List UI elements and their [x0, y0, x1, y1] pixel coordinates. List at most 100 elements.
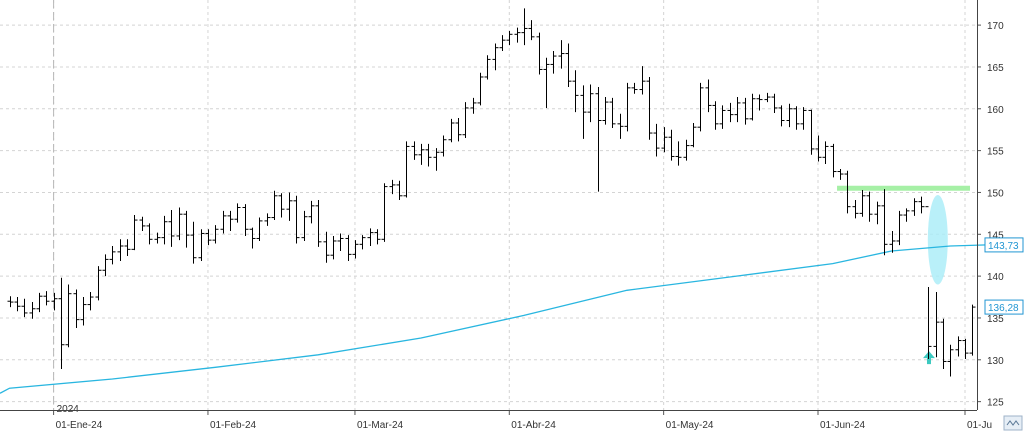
ohlc-bar	[639, 66, 646, 95]
ohlc-bar	[881, 189, 888, 256]
y-tick-label: 130	[987, 356, 1004, 367]
ohlc-bar	[668, 129, 675, 161]
axes: 125 130 135 140 145 150 155 160 165 170 01-Ene-24 0…	[0, 0, 1004, 431]
ohlc-bar	[844, 170, 851, 214]
ohlc-bar	[234, 203, 241, 223]
ohlc-bar	[359, 235, 366, 250]
ohlc-bar	[499, 35, 506, 52]
ohlc-bar	[609, 97, 616, 129]
ohlc-bar	[381, 183, 388, 242]
last-price-tag-frame	[984, 299, 1024, 315]
ohlc-bar	[176, 207, 183, 241]
ohlc-bar	[830, 143, 837, 178]
scale-settings-button-frame[interactable]	[1003, 415, 1023, 431]
ohlc-bar	[396, 180, 403, 200]
ohlc-bar	[7, 296, 14, 308]
ohlc-bar	[683, 139, 690, 161]
ohlc-bar	[506, 30, 513, 46]
ohlc-bar	[227, 210, 234, 231]
grid	[0, 0, 977, 410]
ohlc-bar	[940, 318, 947, 369]
ohlc-bar	[756, 94, 763, 111]
ohlc-bar	[43, 291, 50, 306]
scale-settings-button[interactable]	[1003, 415, 1023, 431]
moving-average-line	[0, 244, 988, 394]
ohlc-bar	[256, 217, 263, 241]
ohlc-bar	[161, 215, 168, 245]
ohlc-bar	[87, 292, 94, 311]
ohlc-bar	[352, 240, 359, 259]
ohlc-bar	[587, 84, 594, 123]
ohlc-bar	[742, 97, 749, 125]
ohlc-bar	[198, 229, 205, 262]
y-tick-label: 170	[987, 21, 1004, 32]
ohlc-bar	[661, 127, 668, 153]
ohlc-bar	[330, 235, 337, 260]
ohlc-bar	[543, 57, 550, 108]
ohlc-bar	[719, 105, 726, 129]
ohlc-bar	[580, 85, 587, 139]
ohlc-bar	[837, 169, 844, 180]
y-tick-label: 145	[987, 230, 1004, 241]
ohlc-bar	[962, 338, 969, 359]
ohlc-bar	[117, 239, 124, 262]
ohlc-bar	[425, 143, 432, 167]
x-tick-label: 01-Ju	[967, 420, 992, 431]
ohlc-bar	[389, 179, 396, 195]
y-tick-label: 135	[987, 314, 1004, 325]
ohlc-bar	[154, 232, 161, 244]
price-bars-layer	[7, 8, 976, 377]
ohlc-bar	[293, 195, 300, 244]
ohlc-bar	[73, 289, 80, 328]
ohlc-bar	[205, 229, 212, 246]
ohlc-bar	[80, 297, 87, 326]
ohlc-bar	[308, 200, 315, 224]
ohlc-bar	[367, 228, 374, 246]
ohlc-bar	[36, 292, 43, 313]
ohlc-bar	[183, 210, 190, 248]
ohlc-bar	[315, 199, 322, 247]
ohlc-bar	[602, 97, 609, 125]
y-tick-label: 140	[987, 272, 1004, 283]
ohlc-bar	[301, 210, 308, 241]
x-tick-label: 01-Jun-24	[820, 420, 865, 431]
ohlc-bar	[749, 93, 756, 121]
ohlc-bar	[624, 82, 631, 132]
moving-average-price-tag: 143,73	[988, 241, 1019, 252]
ohlc-bar	[793, 106, 800, 130]
ohlc-bar	[521, 8, 528, 46]
ohlc-bar	[800, 107, 807, 130]
ohlc-bar	[808, 109, 815, 155]
ohlc-bar	[697, 82, 704, 132]
ohlc-bar	[955, 336, 962, 357]
ohlc-bar	[220, 210, 227, 234]
x-tick-label: 01-May-24	[666, 420, 714, 431]
ohlc-bar	[264, 213, 271, 226]
ohlc-bar	[778, 105, 785, 127]
ohlc-bar	[572, 70, 579, 113]
ohlc-bar	[734, 97, 741, 123]
ohlc-bar	[102, 254, 109, 277]
ohlc-bar	[124, 239, 131, 257]
ohlc-bar	[51, 292, 58, 311]
ohlc-bar	[455, 117, 462, 142]
moving-average-layer	[0, 244, 988, 394]
ohlc-bar	[65, 284, 72, 348]
ohlc-bar	[58, 277, 65, 369]
ohlc-bar	[345, 235, 352, 262]
moving-average-price-tag-frame	[984, 237, 1024, 253]
ohlc-bar	[822, 141, 829, 164]
ohlc-bar	[903, 208, 910, 222]
ohlc-bar	[492, 43, 499, 71]
ohlc-bar	[764, 92, 771, 103]
ohlc-bar	[933, 292, 940, 358]
ohlc-bar	[528, 20, 535, 41]
ohlc-bar	[859, 189, 866, 217]
ohlc-bar	[514, 27, 521, 43]
ohlc-bar	[242, 204, 249, 236]
ohlc-bar	[558, 40, 565, 69]
ohlc-bar	[403, 141, 410, 198]
x-tick-label: 01-Mar-24	[357, 420, 404, 431]
